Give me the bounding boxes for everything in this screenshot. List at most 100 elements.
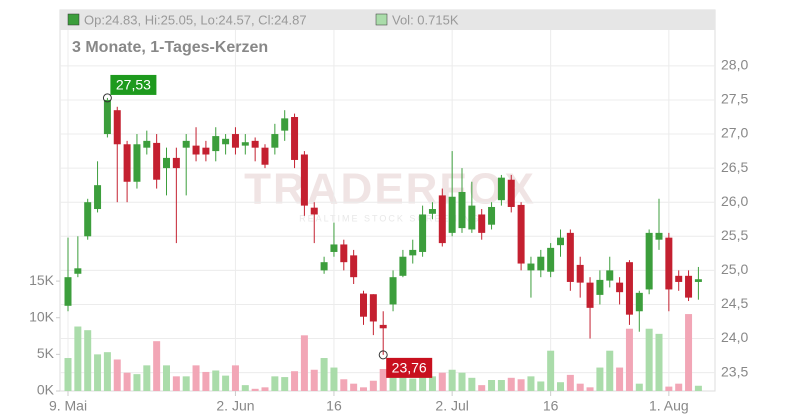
x-tick-label: 1. Aug: [649, 398, 689, 414]
candle-body: [192, 145, 200, 155]
volume-bar: [64, 358, 72, 391]
volume-bar: [281, 377, 289, 391]
y-tick-label: 25,0: [721, 261, 748, 277]
volume-bar: [350, 383, 358, 391]
volume-bar: [84, 330, 92, 391]
ohlc-label: Op:24.83, Hi:25.05, Lo:24.57, Cl:24.87: [84, 12, 307, 27]
volume-bar: [320, 358, 328, 391]
y-tick-label: 24,5: [721, 295, 748, 311]
candle-body: [291, 117, 299, 160]
y2-tick-label: 0K: [37, 382, 55, 398]
candle-body: [310, 207, 318, 215]
candle-body: [143, 140, 151, 148]
candle-body: [616, 282, 624, 293]
candle-body: [340, 244, 348, 263]
volume-bar: [369, 380, 377, 391]
candle-body: [635, 292, 643, 312]
volume-bar: [379, 369, 387, 391]
volume-bar: [635, 383, 643, 391]
candle-body: [409, 249, 417, 256]
volume-bar: [527, 376, 535, 391]
candle-body: [438, 195, 446, 244]
volume-bar: [694, 385, 702, 391]
volume-bar: [517, 379, 525, 391]
candle-body: [182, 140, 190, 148]
candle-body: [645, 232, 653, 290]
candle-body: [557, 237, 564, 246]
candle-body: [64, 277, 72, 306]
volume-bar: [576, 383, 584, 391]
candle-body: [419, 214, 427, 252]
candle-body: [665, 237, 673, 290]
volume-bar: [300, 335, 308, 391]
y-tick-label: 28,0: [721, 57, 748, 73]
plot-area: [59, 9, 716, 392]
volume-bar: [271, 376, 279, 391]
annotation-marker: [102, 93, 112, 103]
candle-body: [586, 282, 594, 308]
volume-bar: [310, 369, 318, 391]
candle-body: [675, 275, 683, 282]
volume-bar: [143, 365, 151, 391]
y-tick-label: 27,0: [721, 125, 748, 141]
volume-bar: [675, 383, 683, 391]
y2-tick-label: 10K: [29, 308, 55, 324]
candle-body: [694, 279, 702, 282]
candle-body: [261, 147, 269, 165]
candle-body: [123, 144, 131, 182]
x-tick-label: 16: [543, 398, 559, 414]
y2-tick-label: 15K: [29, 272, 55, 288]
candle-body: [350, 255, 358, 278]
x-tick-label: 9. Mai: [49, 398, 87, 414]
candle-body: [468, 205, 476, 230]
candle-body: [330, 244, 338, 252]
candle-body: [94, 185, 102, 210]
candle-body: [606, 270, 614, 281]
candle-body: [596, 279, 604, 295]
volume-bar: [655, 333, 663, 391]
volume-bar: [409, 378, 417, 391]
candle-body: [133, 144, 141, 182]
candle-body: [547, 247, 555, 272]
candle-body: [360, 293, 367, 317]
volume-bar: [222, 375, 230, 391]
volume-bar: [340, 379, 348, 391]
y-tick-label: 26,0: [721, 193, 748, 209]
y-tick-label: 23,5: [721, 363, 748, 379]
candle-body: [163, 157, 170, 169]
candle-body: [172, 157, 180, 169]
volume-bar: [685, 314, 693, 391]
volume-bar: [399, 376, 407, 391]
y-tick-label: 26,5: [721, 159, 748, 175]
header-bar: [60, 10, 715, 30]
volume-bar: [606, 350, 614, 391]
candle-body: [369, 294, 377, 322]
watermark-sub: REALTIME STOCK SCREENING: [299, 213, 481, 223]
volume-bar: [616, 367, 624, 391]
candle-body: [507, 179, 515, 207]
volume-bar: [419, 374, 427, 391]
volume-bar: [261, 387, 269, 391]
candle-body: [113, 110, 121, 145]
y-tick-label: 24,0: [721, 329, 748, 345]
y-tick-label: 27,5: [721, 91, 748, 107]
candle-body: [655, 232, 663, 240]
candle-body: [84, 202, 92, 237]
volume-bar: [153, 341, 161, 391]
candle-body: [212, 136, 220, 152]
watermark: TRADERFOX: [244, 165, 536, 214]
volume-bar: [468, 377, 476, 391]
volume-bar: [74, 326, 82, 391]
volume-bar: [478, 385, 486, 391]
candle-body: [202, 147, 210, 155]
candle-body: [231, 134, 239, 148]
volume-bar: [596, 367, 604, 391]
volume-bar: [566, 374, 574, 391]
volume-bar: [428, 376, 436, 391]
volume-bar: [231, 365, 239, 391]
candle-body: [448, 196, 456, 233]
volume-bar: [94, 354, 102, 391]
candle-body: [389, 277, 397, 305]
volume-bar: [172, 376, 180, 391]
